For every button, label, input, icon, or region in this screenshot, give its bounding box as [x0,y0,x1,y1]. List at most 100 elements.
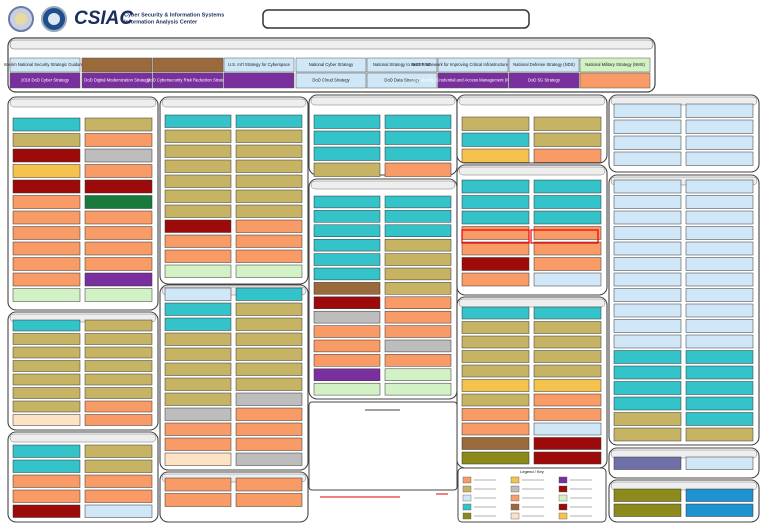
cell [461,132,530,147]
cell [533,210,602,225]
title-box [262,9,530,29]
cell [235,302,303,316]
cell [84,346,153,359]
strategy-cell [366,57,438,73]
strategy-label: DoD Digital Modernization Strategy [84,78,150,83]
cell [613,195,682,209]
cell [313,114,381,129]
cell [384,224,452,237]
cell [461,335,530,349]
cell [313,210,381,223]
panel-header [310,180,456,190]
cell [533,364,602,378]
cell [235,234,303,248]
cell [235,159,303,173]
cell [533,132,602,147]
strategy-cell [295,57,367,73]
cell [533,379,602,392]
cell [685,288,754,302]
logo-subtitle: Cyber Security & Information Systems [124,12,224,18]
cell [685,503,754,517]
legend-swatch [462,503,472,511]
cell [12,210,81,225]
cell [533,422,602,436]
cell [12,133,81,147]
cell [84,387,153,399]
cell [12,257,81,271]
cell [84,459,153,473]
cell [12,444,81,458]
logo-subtitle: Information Analysis Center [124,19,198,25]
cell [12,414,81,426]
cell [164,452,232,466]
strategy-label: NIST Framework for Improving Critical In… [411,62,536,67]
cell [313,253,381,266]
strategy-cell [223,57,295,73]
band-header [9,39,654,50]
strategy-cell [508,57,580,73]
cell [235,114,303,128]
cell [164,493,232,507]
cell [313,339,381,353]
cell [685,195,754,209]
strategy-cell [223,72,295,89]
cell [685,365,754,380]
panel-header [458,96,606,106]
cell [84,179,153,194]
cell [235,129,303,143]
panel-header [310,96,456,106]
cell [613,226,682,240]
cell [12,360,81,372]
cell [235,174,303,188]
cell [235,437,303,451]
strategy-cell [366,72,438,89]
strategy-label: DoD Data Strategy [384,78,420,83]
legend-swatch [510,485,520,493]
panel-header [610,96,758,106]
legend-swatch [510,512,520,520]
cell [685,319,754,333]
cell [12,179,81,194]
cell [164,264,232,278]
cell [164,129,232,143]
cell [613,272,682,287]
cell [12,241,81,256]
cell [384,195,452,209]
cell [613,257,682,271]
panel-header [9,98,157,108]
cell [533,226,602,240]
cell [533,335,602,349]
cell [461,350,530,363]
cell [613,334,682,349]
cell [384,339,452,353]
cell [235,287,303,301]
cell [84,489,153,503]
cell [685,241,754,256]
cell [461,437,530,450]
cell [685,303,754,318]
cell [12,195,81,209]
cell [313,238,381,252]
cell [235,144,303,158]
cell [235,377,303,391]
cell [164,392,232,406]
cell [313,282,381,295]
strategy-label: U.S. Int'l Strategy for Cyberspace [228,62,291,67]
cell [613,381,682,395]
cell [384,325,452,338]
cell [12,226,81,240]
cell [461,379,530,392]
cell [84,504,153,518]
legend-swatch [462,512,472,520]
cell [235,407,303,421]
cell [533,306,602,320]
cell [164,204,232,218]
cell [533,321,602,334]
cell [12,148,81,163]
cell [613,396,682,411]
strategy-label: National Cyber Strategy [309,62,354,67]
cell [613,241,682,256]
cell [533,195,602,209]
cell [685,226,754,240]
